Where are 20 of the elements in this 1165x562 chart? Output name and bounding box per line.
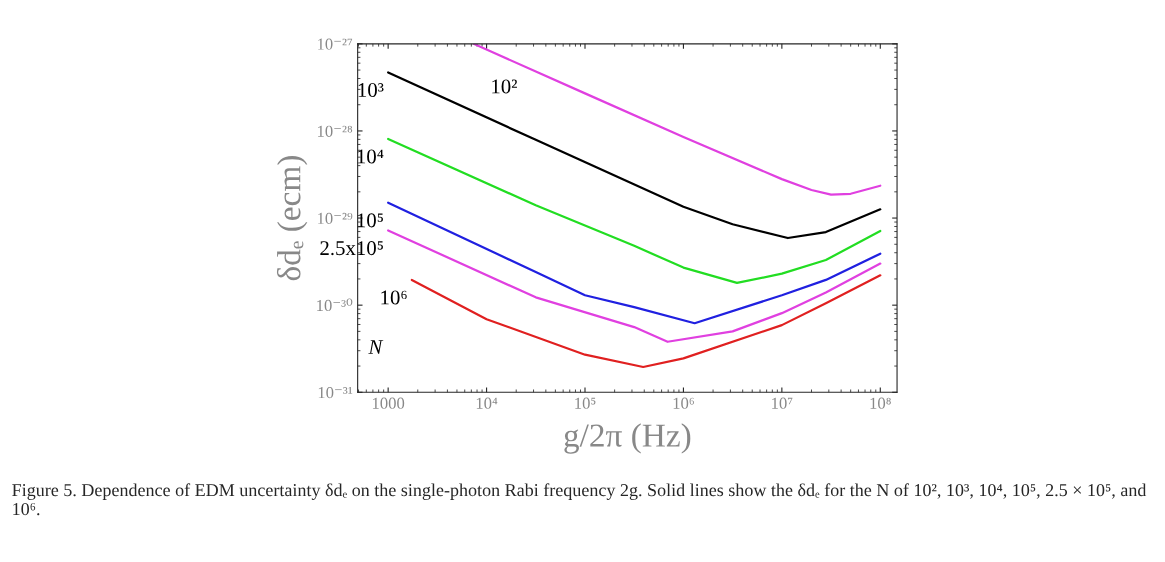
series-label: 10⁵ (357, 213, 383, 228)
x-tick-label: 10⁵ (575, 397, 596, 409)
caption: Figure 5. Dependence of EDM uncertainty δdₑ on the single-photon Rabi frequency 2g. Solid lines show the δdₑ for the N of 10², 10³, 10⁴, 10⁵, 2.5 × 10⁵, and 10⁶. (12, 483, 1147, 516)
x-tick-label: 10⁴ (476, 397, 498, 409)
y-axis-title: δdₑ (ecm) (276, 156, 308, 281)
series-label: 10⁴ (357, 149, 384, 164)
y-tick-label: 10⁻³⁰ (317, 298, 353, 312)
x-tick-label: 1000 (372, 397, 405, 409)
x-tick-label: 10⁸ (870, 397, 891, 409)
x-tick-label: 10⁷ (772, 397, 793, 409)
series-label: 10² (492, 79, 517, 94)
x-axis-title: g/2π (Hz) (564, 423, 691, 454)
legend-title: N (368, 340, 384, 354)
y-tick-label: 10⁻³¹ (318, 386, 353, 399)
x-tick-label: 10⁶ (673, 397, 694, 409)
y-tick-label: 10⁻²⁷ (317, 38, 353, 50)
y-tick-label: 10⁻²⁹ (317, 212, 353, 224)
y-tick-label: 10⁻²⁸ (317, 125, 353, 137)
series-label: 10³ (358, 83, 384, 98)
series-label: 10⁶ (381, 290, 407, 305)
